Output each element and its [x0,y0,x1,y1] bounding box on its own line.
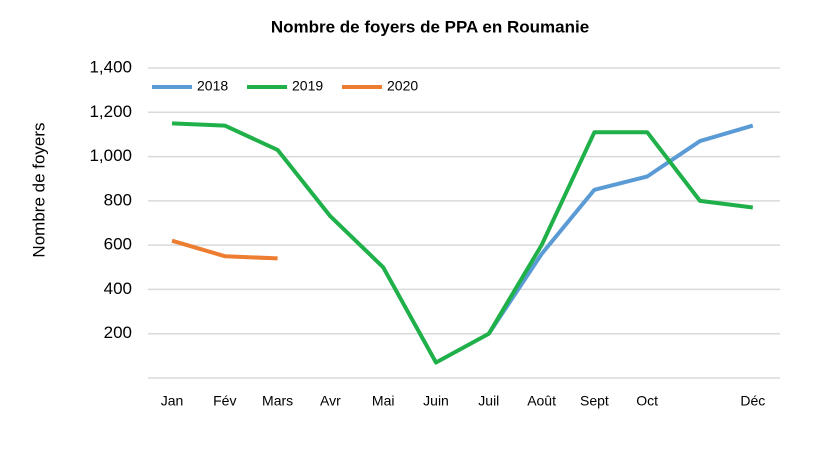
chart-title: Nombre de foyers de PPA en Roumanie [271,17,589,36]
y-tick-label: 400 [104,279,132,298]
series-line [171,238,278,261]
y-tick-label: 1,400 [89,57,132,76]
x-tick-label: Juil [478,393,499,409]
legend-label: 2020 [387,78,418,94]
y-axis-title: Nombre de foyers [29,122,48,257]
y-tick-label: 200 [104,323,132,342]
y-tick-label: 1,200 [89,102,132,121]
x-tick-label: Avr [320,393,341,409]
x-tick-label: Oct [636,393,658,409]
x-tick-label: Août [527,393,556,409]
x-tick-label: Jan [161,393,184,409]
x-tick-label: Mai [372,393,395,409]
y-tick-label: 1,000 [89,146,132,165]
x-tick-label: Juin [423,393,449,409]
series-line [171,121,754,365]
series-line [487,123,754,335]
x-tick-label: Déc [740,393,765,409]
x-tick-label: Sept [580,393,609,409]
y-tick-label: 800 [104,190,132,209]
x-tick-label: Fév [213,393,236,409]
y-tick-label: 600 [104,235,132,254]
x-tick-label: Mars [262,393,293,409]
legend-label: 2019 [292,78,323,94]
legend-label: 2018 [197,78,228,94]
